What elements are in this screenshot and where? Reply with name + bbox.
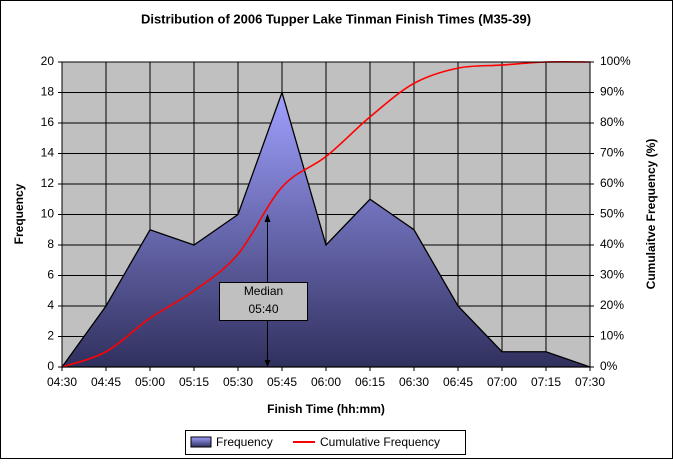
annotation-text: Median bbox=[244, 284, 283, 298]
line bbox=[61, 60, 591, 368]
x-tick-label: 04:45 bbox=[91, 375, 121, 389]
y-tick-label: 12 bbox=[41, 176, 55, 190]
x-tick-label: 06:30 bbox=[399, 375, 429, 389]
area bbox=[60, 90, 591, 368]
y2-tick-label: 30% bbox=[600, 268, 624, 282]
y2-axis-label: Cumulaitve Frequency (%) bbox=[644, 139, 658, 290]
chart-title: Distribution of 2006 Tupper Lake Tinman … bbox=[141, 11, 531, 26]
legend-label: Frequency bbox=[216, 435, 273, 449]
annotation-text: 05:40 bbox=[248, 302, 278, 316]
x-tick-label: 05:15 bbox=[179, 375, 209, 389]
y2-tick-label: 10% bbox=[600, 329, 624, 343]
x-tick-label: 06:00 bbox=[311, 375, 341, 389]
y-tick-label: 8 bbox=[47, 237, 54, 251]
legend-label: Cumulative Frequency bbox=[320, 435, 440, 449]
x-tick-label: 06:15 bbox=[355, 375, 385, 389]
x-tick-label: 07:00 bbox=[487, 375, 517, 389]
y2-tick-label: 40% bbox=[600, 237, 624, 251]
y2-tick-label: 20% bbox=[600, 298, 624, 312]
y-axis-label: Frequency bbox=[12, 183, 26, 244]
y-tick-label: 14 bbox=[41, 146, 55, 160]
y-tick-label: 18 bbox=[41, 85, 55, 99]
y2-tick-label: 0% bbox=[600, 359, 618, 373]
legend bbox=[185, 430, 466, 455]
x-tick-label: 05:00 bbox=[135, 375, 165, 389]
y-tick-label: 20 bbox=[41, 54, 55, 68]
y-tick-label: 2 bbox=[47, 329, 54, 343]
y2-tick-label: 50% bbox=[600, 207, 624, 221]
y-tick-label: 16 bbox=[41, 115, 55, 129]
annotation-box bbox=[219, 282, 308, 321]
x-tick-label: 07:30 bbox=[575, 375, 605, 389]
y2-tick-label: 60% bbox=[600, 176, 624, 190]
y-tick-label: 0 bbox=[47, 359, 54, 373]
y2-tick-label: 70% bbox=[600, 146, 624, 160]
x-tick-label: 05:45 bbox=[267, 375, 297, 389]
y-tick-label: 4 bbox=[47, 298, 54, 312]
y2-tick-label: 100% bbox=[600, 54, 631, 68]
x-tick-label: 07:15 bbox=[531, 375, 561, 389]
x-tick-label: 04:30 bbox=[47, 375, 77, 389]
y-tick-label: 6 bbox=[47, 268, 54, 282]
y2-tick-label: 90% bbox=[600, 85, 624, 99]
x-tick-label: 05:30 bbox=[223, 375, 253, 389]
legend-swatch bbox=[190, 436, 212, 448]
y-tick-label: 10 bbox=[41, 207, 55, 221]
y2-tick-label: 80% bbox=[600, 115, 624, 129]
layer: 0 2 4 6 8 10 12 14 16 18 20 0% 10% 20% 30% 40% 50% 60% 70%… bbox=[41, 54, 631, 389]
x-tick-label: 06:45 bbox=[443, 375, 473, 389]
x-axis-label: Finish Time (hh:mm) bbox=[267, 402, 385, 416]
